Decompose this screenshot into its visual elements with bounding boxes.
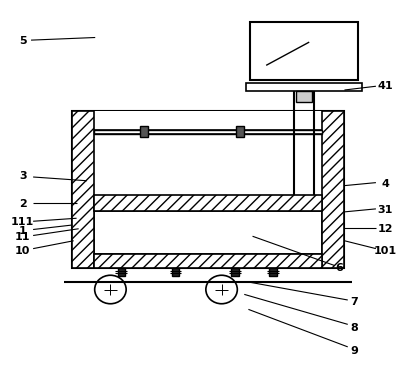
Bar <box>295 91 311 102</box>
Text: 11: 11 <box>15 232 31 242</box>
Text: 2: 2 <box>19 200 26 209</box>
Text: 1: 1 <box>19 226 26 236</box>
Text: 9: 9 <box>349 346 357 355</box>
Bar <box>321 111 343 268</box>
Bar <box>94 211 321 254</box>
Text: 101: 101 <box>373 246 396 256</box>
Text: 4: 4 <box>380 179 388 189</box>
Text: 3: 3 <box>19 171 26 181</box>
Bar <box>245 83 361 91</box>
Bar <box>72 111 94 268</box>
Bar <box>171 268 179 276</box>
Bar <box>140 126 147 138</box>
Bar <box>117 268 125 276</box>
Text: 31: 31 <box>376 205 392 215</box>
Text: 10: 10 <box>15 246 31 256</box>
Text: 41: 41 <box>376 81 392 91</box>
Text: 7: 7 <box>349 297 357 307</box>
Bar <box>231 268 238 276</box>
Bar <box>94 195 321 211</box>
Bar <box>72 111 343 268</box>
Bar <box>94 111 321 195</box>
Text: 111: 111 <box>11 217 34 227</box>
Bar <box>236 126 243 138</box>
Bar <box>249 22 357 80</box>
Text: 6: 6 <box>335 263 343 273</box>
Bar <box>269 268 276 276</box>
Text: 8: 8 <box>349 323 357 333</box>
Text: 5: 5 <box>19 36 26 46</box>
Text: 12: 12 <box>376 224 392 234</box>
Bar <box>94 130 321 134</box>
Bar <box>94 254 321 268</box>
